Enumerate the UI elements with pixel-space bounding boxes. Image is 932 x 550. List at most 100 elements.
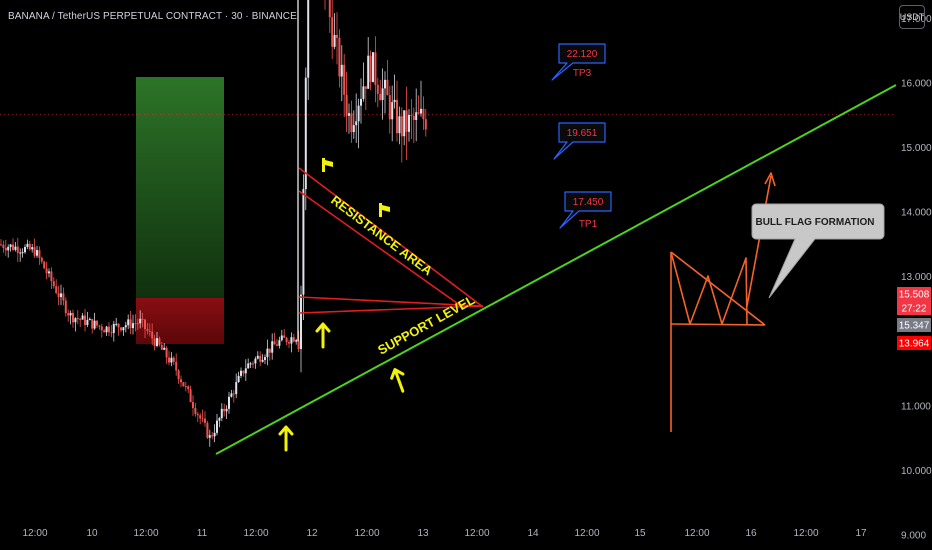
candle-body (64, 300, 67, 314)
candle-body (232, 393, 235, 395)
price-tag-bg (897, 287, 931, 301)
candle-body (268, 348, 271, 353)
candle-body (364, 86, 367, 89)
currency-unit-button[interactable]: USDT (899, 5, 925, 29)
candle-body (62, 293, 65, 301)
candle-body (110, 332, 113, 334)
x-tick-label: 13 (417, 528, 429, 539)
x-tick-label: 10 (86, 528, 98, 539)
candle-body (348, 113, 350, 116)
candle-body (388, 95, 391, 120)
candle-body (76, 318, 79, 320)
candle-body (290, 337, 293, 344)
candle-body (189, 389, 192, 403)
candle-body (273, 341, 276, 345)
candle-body (55, 286, 58, 294)
resistance-line-outer (298, 167, 484, 308)
candle-body (381, 88, 384, 100)
target-callout: 22.120 TP3 (551, 43, 606, 81)
candle-body (398, 116, 401, 134)
candle-body (57, 293, 60, 298)
bull-flag-callout: BULL FLAG FORMATION (751, 203, 885, 299)
candle-body (408, 114, 410, 132)
candle-body (360, 98, 362, 106)
candle-body (302, 189, 305, 295)
candle-body (350, 113, 353, 133)
candle-body (396, 99, 398, 134)
candle-body (129, 319, 132, 329)
candle-body (91, 318, 94, 329)
price-tag-text: 15.508 (899, 290, 930, 301)
flag-zigzag (670, 251, 748, 326)
candle-body (100, 326, 103, 331)
candle-body (28, 243, 31, 250)
callout-bubble (751, 203, 885, 299)
candle-body (352, 125, 355, 133)
candle-body (43, 261, 46, 269)
candle-body (36, 250, 38, 256)
candle-body (393, 99, 396, 103)
flag-top-line (670, 251, 766, 326)
candle-body (218, 418, 221, 421)
candle-body (417, 112, 420, 114)
candle-body (300, 294, 302, 350)
candle-body (67, 313, 70, 316)
target-box (551, 43, 606, 81)
candle-body (204, 418, 206, 423)
candle-body (81, 315, 84, 320)
target-box (559, 191, 612, 229)
target-tag: TP1 (579, 219, 598, 230)
price-tag-bg (897, 301, 931, 315)
candle-body (151, 331, 154, 339)
candle-body (384, 79, 386, 89)
candle-body (26, 243, 29, 248)
candle-body (254, 358, 257, 364)
candle-body (264, 357, 266, 360)
candle-body (283, 335, 286, 338)
candle-body (144, 319, 146, 330)
price-tag-bg (897, 318, 931, 332)
candle-body (357, 105, 360, 122)
candle-body (307, 0, 310, 78)
candle-body (168, 357, 170, 363)
price-tag-text: 15.347 (899, 321, 930, 332)
candle-body (9, 244, 12, 247)
chart-title: BANANA / TetherUS PERPETUAL CONTRACT · 3… (8, 11, 297, 22)
candle-body (410, 114, 413, 116)
candle-body (249, 363, 252, 365)
candle-body (201, 418, 204, 420)
y-tick-label: 17.000 (901, 14, 932, 25)
candle-body (2, 244, 5, 249)
arrow-icon (315, 322, 331, 349)
candle-body (180, 379, 182, 383)
candle-body (88, 318, 91, 321)
candle-body (230, 393, 233, 397)
candle-body (12, 244, 14, 250)
candle-body (199, 415, 202, 419)
flag-pole (379, 203, 382, 217)
arrow-shape (278, 425, 294, 452)
candle-body (247, 363, 250, 369)
breakout-arrowhead (764, 172, 776, 187)
candle-body (48, 271, 50, 274)
candle-body (213, 432, 216, 437)
candle-body (156, 338, 158, 346)
x-tick-label: 12 (306, 528, 318, 539)
candle-body (223, 408, 226, 412)
candle-body (297, 340, 300, 350)
candle-body (403, 110, 406, 137)
candle-body (266, 348, 269, 358)
price-tag-bg (897, 336, 931, 350)
candle-body (355, 121, 358, 126)
flag-icon (379, 203, 390, 217)
price-tag-text: 27:22 (901, 304, 926, 315)
candle-body (170, 357, 173, 363)
candle-body (192, 402, 194, 409)
candle-body (362, 86, 365, 99)
candle-body (338, 37, 341, 77)
target-box (553, 122, 606, 160)
candle-body (175, 361, 178, 371)
x-tick-label: 12:00 (464, 528, 489, 539)
candle-body (288, 342, 290, 344)
